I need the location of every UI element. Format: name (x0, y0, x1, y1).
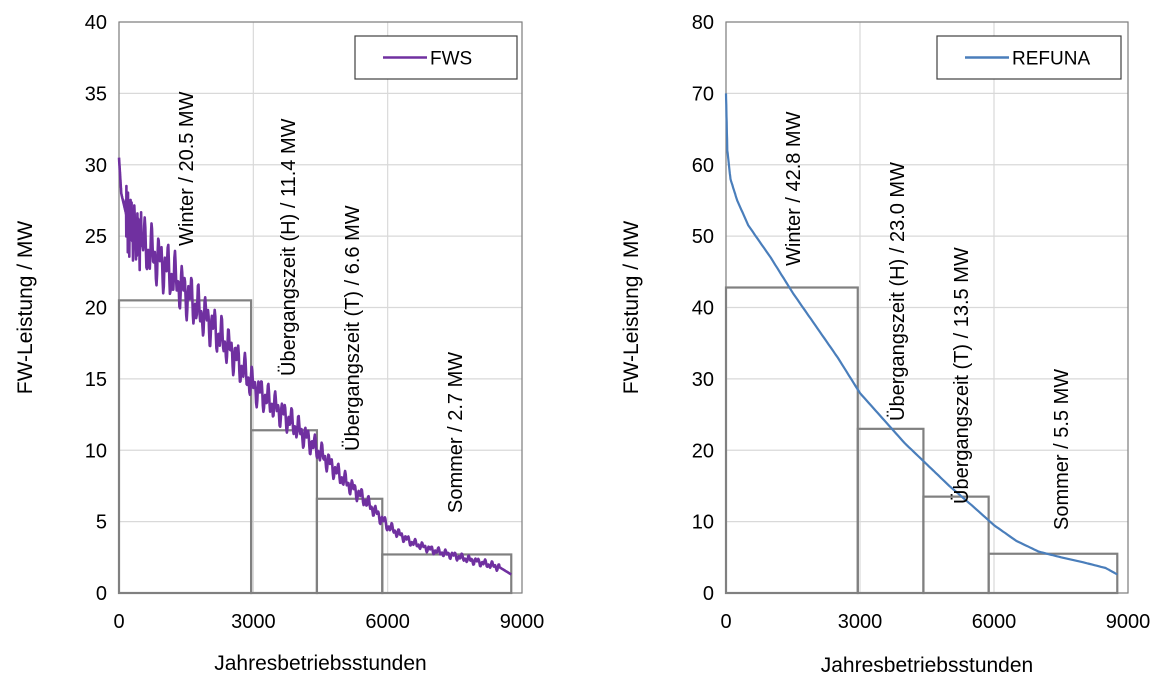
y-tick-label: 10 (85, 440, 107, 462)
x-tick-label: 0 (720, 611, 731, 633)
step-block (315, 497, 384, 595)
series-line-refuna (724, 93, 1118, 576)
series-line-fws (117, 157, 513, 576)
legend-label: REFUNA (1012, 49, 1090, 70)
x-tick-label: 6000 (365, 611, 410, 633)
chart-1: 0 5 10 15 20 25 30 35 40 0 3000 6000 9000 FWS Winter /… (14, 12, 544, 675)
x-tick-label: 9000 (500, 611, 545, 633)
y-tick-label: 50 (692, 226, 714, 248)
step-label: Übergangszeit (T) / 6.6 MW (342, 205, 364, 451)
x-tick-label: 6000 (972, 611, 1017, 633)
chart-2: 0 10 20 30 40 50 60 70 80 0 3000 6000 9000 REFUNA Wint… (620, 12, 1150, 677)
step-label: Übergangszeit (H) / 23.0 MW (887, 162, 909, 421)
step-block (987, 552, 1119, 595)
x-tick-label: 3000 (231, 611, 276, 633)
y-tick-label: 5 (96, 512, 107, 534)
legend-box (354, 35, 518, 80)
step-label: Winter / 20.5 MW (176, 91, 198, 246)
x-axis-title: Jahresbetriebsstunden (214, 652, 426, 675)
y-tick-label: 15 (85, 369, 107, 391)
step-label: Sommer / 2.7 MW (445, 352, 467, 513)
step-block (249, 429, 319, 595)
y-tick-label: 35 (85, 83, 107, 105)
y-tick-label: 20 (85, 298, 107, 320)
y-axis-title: FW-Leistung / MW (14, 221, 37, 395)
step-label: Übergangszeit (H) / 11.4 MW (278, 118, 300, 376)
y-tick-label: 60 (692, 155, 714, 177)
y-axis-title: FW-Leistung / MW (620, 221, 643, 395)
y-tick-label: 40 (85, 12, 107, 34)
x-axis-title: Jahresbetriebsstunden (821, 654, 1033, 677)
step-block (856, 427, 925, 595)
y-tick-label: 70 (692, 83, 714, 105)
y-tick-label: 0 (703, 583, 714, 605)
step-label: Winter / 42.8 MW (783, 111, 805, 266)
x-tick-label: 9000 (1106, 611, 1151, 633)
step-block (724, 286, 859, 595)
x-tick-label: 3000 (838, 611, 883, 633)
legend-label: FWS (430, 49, 472, 70)
step-label: Übergangszeit (T) / 13.5 MW (951, 247, 973, 504)
y-tick-label: 30 (692, 369, 714, 391)
y-tick-label: 25 (85, 226, 107, 248)
step-block (922, 495, 990, 595)
step-label: Sommer / 5.5 MW (1051, 369, 1073, 530)
y-tick-label: 30 (85, 155, 107, 177)
y-tick-label: 80 (692, 12, 714, 34)
y-tick-label: 20 (692, 440, 714, 462)
y-tick-label: 40 (692, 298, 714, 320)
x-tick-label: 0 (113, 611, 124, 633)
y-tick-label: 0 (96, 583, 107, 605)
y-tick-label: 10 (692, 512, 714, 534)
